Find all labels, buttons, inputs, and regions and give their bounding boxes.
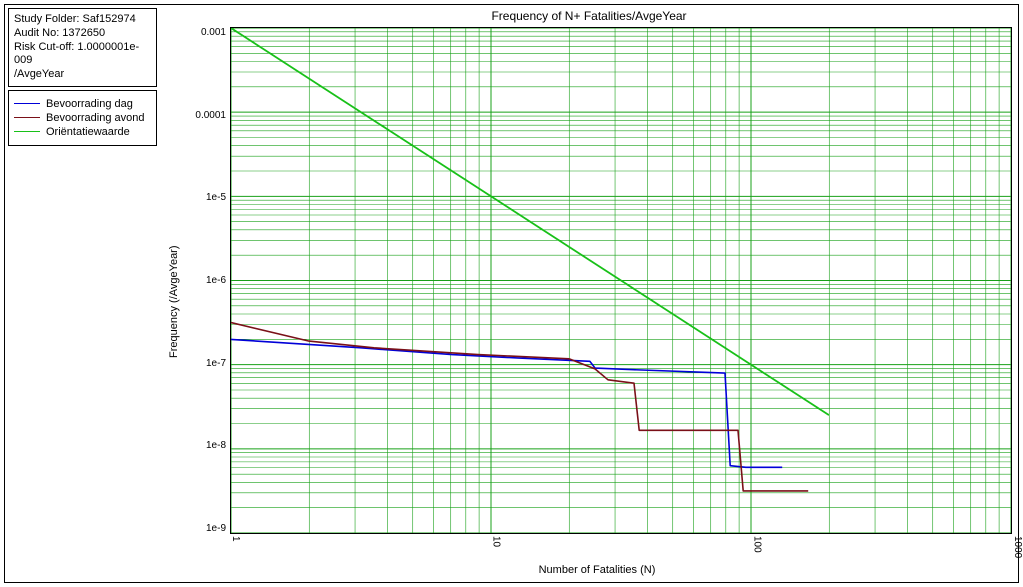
y-tick-label: 0.001 bbox=[182, 27, 226, 38]
x-tick-label: 100 bbox=[751, 536, 762, 553]
y-tick-label: 1e-8 bbox=[182, 440, 226, 451]
legend-swatch bbox=[14, 103, 40, 104]
sidebar: Study Folder: Saf152974 Audit No: 137265… bbox=[5, 5, 160, 582]
app-frame: Study Folder: Saf152974 Audit No: 137265… bbox=[4, 4, 1019, 583]
legend-item: Oriëntatiewaarde bbox=[14, 126, 151, 138]
x-axis-ticks: 1101001000 bbox=[230, 536, 1012, 562]
info-line: Risk Cut-off: 1.0000001e-009 bbox=[14, 41, 151, 69]
legend-label: Bevoorrading dag bbox=[46, 98, 133, 110]
x-tick-label: 10 bbox=[491, 536, 502, 547]
study-info-box: Study Folder: Saf152974 Audit No: 137265… bbox=[8, 8, 157, 87]
legend-swatch bbox=[14, 117, 40, 118]
legend-item: Bevoorrading avond bbox=[14, 112, 151, 124]
legend-item: Bevoorrading dag bbox=[14, 98, 151, 110]
x-tick-label: 1 bbox=[230, 536, 241, 542]
legend-label: Bevoorrading avond bbox=[46, 112, 144, 124]
legend-swatch bbox=[14, 131, 40, 132]
legend-label: Oriëntatiewaarde bbox=[46, 126, 130, 138]
x-axis-label: Number of Fatalities (N) bbox=[182, 564, 1012, 576]
chart-panel: Frequency of N+ Fatalities/AvgeYear Freq… bbox=[160, 5, 1018, 582]
series-bevoorrading_dag bbox=[231, 339, 782, 467]
info-line: /AvgeYear bbox=[14, 68, 151, 82]
y-axis-label: Frequency (/AvgeYear) bbox=[166, 27, 182, 576]
info-line: Study Folder: Saf152974 bbox=[14, 13, 151, 27]
series-bevoorrading_avond bbox=[231, 323, 808, 491]
legend-box: Bevoorrading dag Bevoorrading avond Oriënt… bbox=[8, 90, 157, 146]
y-tick-label: 1e-7 bbox=[182, 358, 226, 369]
y-tick-label: 1e-5 bbox=[182, 192, 226, 203]
x-tick-label: 1000 bbox=[1012, 536, 1023, 558]
plot-area bbox=[230, 27, 1012, 534]
info-line: Audit No: 1372650 bbox=[14, 27, 151, 41]
y-tick-label: 1e-6 bbox=[182, 275, 226, 286]
chart-title: Frequency of N+ Fatalities/AvgeYear bbox=[166, 9, 1012, 23]
y-tick-label: 1e-9 bbox=[182, 523, 226, 534]
y-tick-label: 0.0001 bbox=[182, 110, 226, 121]
y-axis-ticks: 0.001 0.0001 1e-5 1e-6 1e-7 1e-8 1e-9 bbox=[182, 27, 230, 534]
